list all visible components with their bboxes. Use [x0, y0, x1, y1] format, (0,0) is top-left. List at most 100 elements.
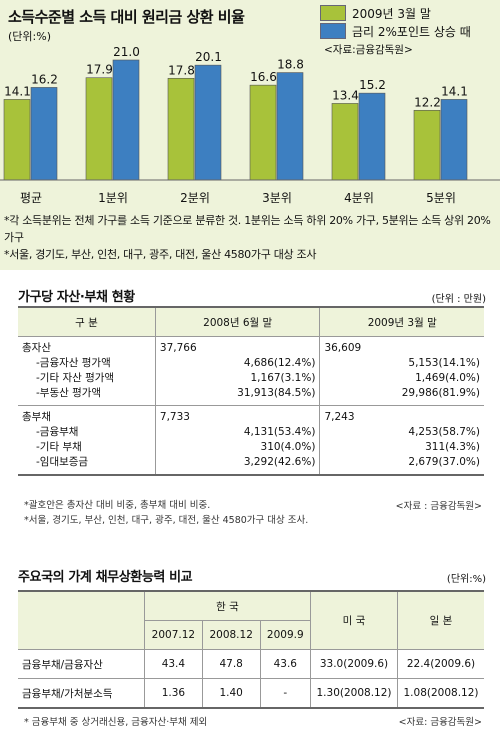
assets-header-2009: 2009년 3월 말: [319, 307, 484, 337]
us-value: 1.30(2008.12): [310, 678, 398, 709]
chart-source: <자료:금융감독원>: [324, 44, 413, 56]
legend-item-1: 금리 2%포인트 상승 때: [320, 22, 492, 40]
bar-1-5: [440, 99, 468, 181]
category-label-2: 2분위: [180, 191, 210, 205]
value-label-0-1: 17.9: [86, 63, 113, 77]
japan-value: 1.08(2008.12): [397, 678, 484, 709]
assets-source: <자료 : 금융감독원>: [395, 501, 482, 512]
category-label-4: 4분위: [344, 191, 374, 205]
value-label-1-1: 21.0: [113, 45, 140, 59]
bar-1-0: [30, 87, 58, 181]
debt-title: 주요국의 가계 채무상환능력 비교: [18, 570, 193, 585]
bar-0-2: [167, 77, 195, 181]
category-label-5: 5분위: [426, 191, 456, 205]
value-label-1-5: 14.1: [441, 84, 468, 98]
row-label: -부동산 평가액: [36, 387, 102, 399]
category-label-0: 평균: [20, 191, 42, 205]
category-label-1: 1분위: [98, 191, 128, 205]
korea-period: 2009.9: [259, 620, 311, 650]
row-label: -임대보증금: [36, 456, 89, 468]
value-label-0-0: 14.1: [4, 84, 31, 98]
debt-2008-values: 7,733 4,131(53.4%) 310(4.0%) 3,292(42.6%…: [155, 405, 321, 475]
row-label: -금융부채: [36, 426, 79, 438]
korea-period: 2008.12: [201, 620, 261, 650]
assets-note-1: *서울, 경기도, 부산, 인천, 대구, 광주, 대전, 울산 4580가구 …: [24, 515, 309, 526]
row-label: 총부채: [22, 411, 51, 423]
item-value: 2,679(37.0%): [408, 456, 480, 468]
row-label: 총자산: [22, 342, 51, 354]
item-value: 311(4.3%): [425, 441, 480, 453]
bar-1-1: [112, 59, 140, 181]
legend-swatch-blue: [320, 23, 346, 39]
legend-label-0: 2009년 3월 말: [352, 6, 431, 21]
chart-unit: (단위:%): [8, 30, 51, 43]
item-value: 4,686(12.4%): [243, 357, 316, 369]
total-value: 7,733: [159, 411, 190, 423]
item-value: 1,469(4.0%): [415, 372, 480, 384]
assets-title: 가구당 자산·부채 현황: [18, 290, 135, 305]
debt-header-blank: [18, 590, 145, 650]
assets-header-category: 구 분: [18, 307, 156, 337]
row-label: -금융자산 평가액: [36, 357, 111, 369]
bar-0-3: [249, 84, 277, 181]
assets-labels: 총자산 -금융자산 평가액 -기타 자산 평가액 -부동산 평가액: [18, 336, 156, 406]
us-value: 33.0(2009.6): [310, 649, 398, 679]
value-label-1-2: 20.1: [195, 50, 222, 64]
debt-header-row-2: 2007.12 2008.12 2009.9: [18, 620, 484, 650]
debt-source: <자료: 금융감독원>: [398, 717, 482, 728]
assets-unit: (단위 : 만원): [431, 294, 486, 305]
bar-0-4: [331, 103, 359, 181]
assets-group-row: 총자산 -금융자산 평가액 -기타 자산 평가액 -부동산 평가액 37,766…: [18, 336, 484, 406]
item-value: 4,253(58.7%): [408, 426, 480, 438]
korea-value: 43.6: [259, 649, 312, 679]
item-value: 4,131(53.4%): [243, 426, 316, 438]
header-korea: 한 국: [144, 590, 311, 621]
bar-chart: 14.116.2평균17.921.01분위17.820.12분위16.618.8…: [0, 45, 500, 205]
value-label-1-3: 18.8: [277, 58, 304, 72]
assets-2008-values: 37,766 4,686(12.4%) 1,167(3.1%) 31,913(8…: [155, 336, 321, 406]
legend-label-1: 금리 2%포인트 상승 때: [352, 24, 471, 39]
row-label: -기타 자산 평가액: [36, 372, 115, 384]
chart-note-0: *각 소득분위는 전체 가구를 소득 기준으로 분류한 것. 1분위는 소득 하…: [4, 214, 491, 244]
table-row: 금융부채/금융자산 43.4 47.8 43.6 33.0(2009.6) 22…: [18, 649, 484, 679]
assets-header-row: 구 분 2008년 6월 말 2009년 3월 말: [18, 307, 484, 337]
assets-table: 구 분 2008년 6월 말 2009년 3월 말 총자산 -금융자산 평가액 …: [18, 306, 484, 476]
legend-item-0: 2009년 3월 말: [320, 4, 492, 22]
table-row: 금융부채/가처분소득 1.36 1.40 - 1.30(2008.12) 1.0…: [18, 678, 484, 709]
value-label-0-4: 13.4: [332, 88, 359, 102]
debt-header-row-1: 한 국 미 국 일 본: [18, 590, 484, 650]
value-label-1-4: 15.2: [359, 78, 386, 92]
total-value: 37,766: [159, 342, 197, 354]
category-label-3: 3분위: [262, 191, 292, 205]
row-label: -기타 부채: [36, 441, 82, 453]
bar-0-0: [3, 99, 31, 181]
total-value: 36,609: [324, 342, 362, 354]
debt-table: 한 국 미 국 일 본 2007.12 2008.12 2009.9 금융부채/…: [18, 590, 484, 709]
row-label: 금융부채/금융자산: [18, 649, 145, 679]
korea-value: 47.8: [201, 649, 261, 679]
bar-0-5: [413, 109, 441, 181]
korea-period: 2007.12: [144, 620, 203, 650]
chart-notes: *각 소득분위는 전체 가구를 소득 기준으로 분류한 것. 1분위는 소득 하…: [4, 212, 494, 263]
item-value: 29,986(81.9%): [401, 387, 480, 399]
legend-swatch-green: [320, 5, 346, 21]
item-value: 3,292(42.6%): [243, 456, 316, 468]
debt-labels: 총부채 -금융부채 -기타 부채 -임대보증금: [18, 405, 156, 475]
korea-value: 43.4: [144, 649, 203, 679]
korea-value: 1.36: [144, 678, 203, 709]
assets-header-2008: 2008년 6월 말: [155, 307, 321, 337]
assets-note-0: *괄호안은 총자산 대비 비중, 총부채 대비 비중.: [24, 500, 211, 511]
item-value: 310(4.0%): [260, 441, 316, 453]
chart-legend: 2009년 3월 말 금리 2%포인트 상승 때 <자료:금융감독원>: [320, 4, 492, 57]
item-value: 1,167(3.1%): [250, 372, 316, 384]
chart-title: 소득수준별 소득 대비 원리금 상환 비율: [8, 8, 245, 26]
value-label-0-3: 16.6: [250, 70, 277, 84]
header-japan: 일 본: [397, 590, 484, 650]
chart-note-1: *서울, 경기도, 부산, 인천, 대구, 광주, 대전, 울산 4580가구 …: [4, 248, 317, 261]
bar-1-3: [276, 72, 304, 181]
bar-0-1: [85, 77, 113, 181]
row-label: 금융부채/가처분소득: [18, 678, 145, 709]
chart-panel: 14.1 16.2 평균 17.9 21.0 1분위 17.8 20.1 2분위 16.6 18.8…: [0, 0, 500, 270]
value-label-0-2: 17.8: [168, 63, 195, 77]
korea-value: 1.40: [201, 678, 261, 709]
